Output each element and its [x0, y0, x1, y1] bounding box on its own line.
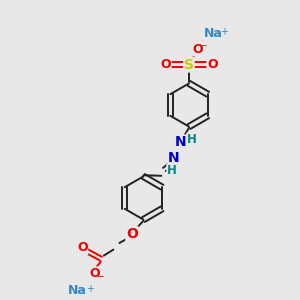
Text: O: O — [160, 58, 171, 71]
Text: O: O — [193, 43, 203, 56]
Text: H: H — [167, 164, 177, 178]
Text: S: S — [184, 58, 194, 72]
Text: O: O — [207, 58, 218, 71]
Text: O: O — [77, 241, 88, 254]
Text: O: O — [89, 267, 100, 280]
Text: N: N — [168, 151, 180, 165]
Text: O: O — [126, 227, 138, 241]
Text: +: + — [220, 27, 228, 37]
Text: Na: Na — [68, 284, 87, 297]
Text: Na: Na — [204, 27, 222, 40]
Text: H: H — [187, 133, 197, 146]
Text: ·−: ·− — [199, 41, 208, 50]
Text: −: − — [97, 271, 104, 280]
Text: +: + — [86, 284, 94, 294]
Text: N: N — [175, 135, 186, 149]
